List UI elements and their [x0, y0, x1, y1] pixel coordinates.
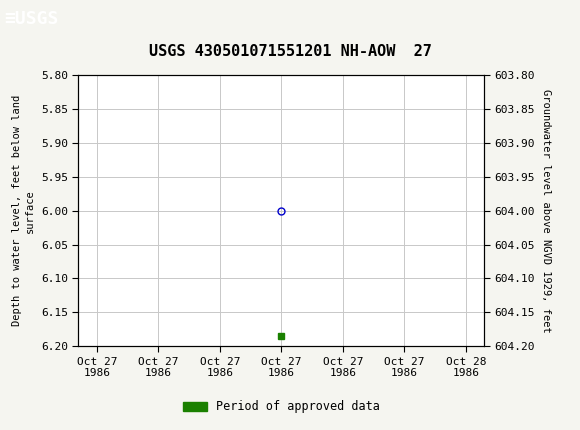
Y-axis label: Groundwater level above NGVD 1929, feet: Groundwater level above NGVD 1929, feet — [541, 89, 551, 332]
Text: ≡USGS: ≡USGS — [5, 10, 59, 28]
Legend: Period of approved data: Period of approved data — [178, 396, 385, 418]
Y-axis label: Depth to water level, feet below land
surface: Depth to water level, feet below land su… — [12, 95, 35, 326]
Text: USGS 430501071551201 NH-AOW  27: USGS 430501071551201 NH-AOW 27 — [148, 44, 432, 59]
